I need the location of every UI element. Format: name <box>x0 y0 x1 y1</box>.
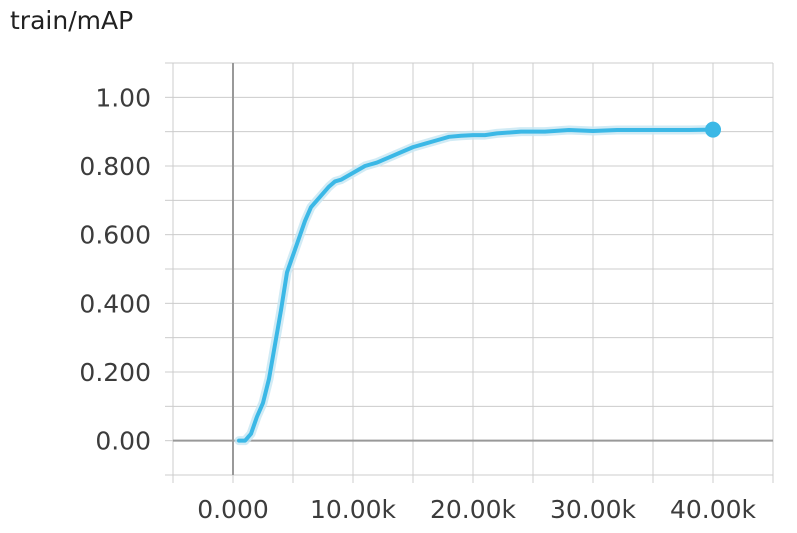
y-tick-label: 0.600 <box>79 221 151 250</box>
x-tick-label: 40.00k <box>670 495 757 524</box>
chart-title: train/mAP <box>10 6 134 35</box>
x-tick-label: 0.000 <box>197 495 269 524</box>
series-line <box>237 127 715 443</box>
y-tick-label: 0.00 <box>95 427 151 456</box>
series-layer <box>234 121 721 446</box>
x-tick-label: 20.00k <box>430 495 517 524</box>
last-point-marker <box>705 121 721 138</box>
y-tick-label: 1.00 <box>95 83 151 112</box>
x-tick-label: 10.00k <box>310 495 397 524</box>
y-tick-label: 0.200 <box>79 358 151 387</box>
y-tick-label: 0.400 <box>79 289 151 318</box>
tick-labels: 0.00 0.200 0.400 0.600 0.800 1.00 0.000 10.00k 2… <box>79 83 756 524</box>
series-raw-line <box>234 125 718 446</box>
x-tick-label: 30.00k <box>550 495 637 524</box>
y-tick-label: 0.800 <box>79 152 151 181</box>
axes <box>165 62 774 483</box>
